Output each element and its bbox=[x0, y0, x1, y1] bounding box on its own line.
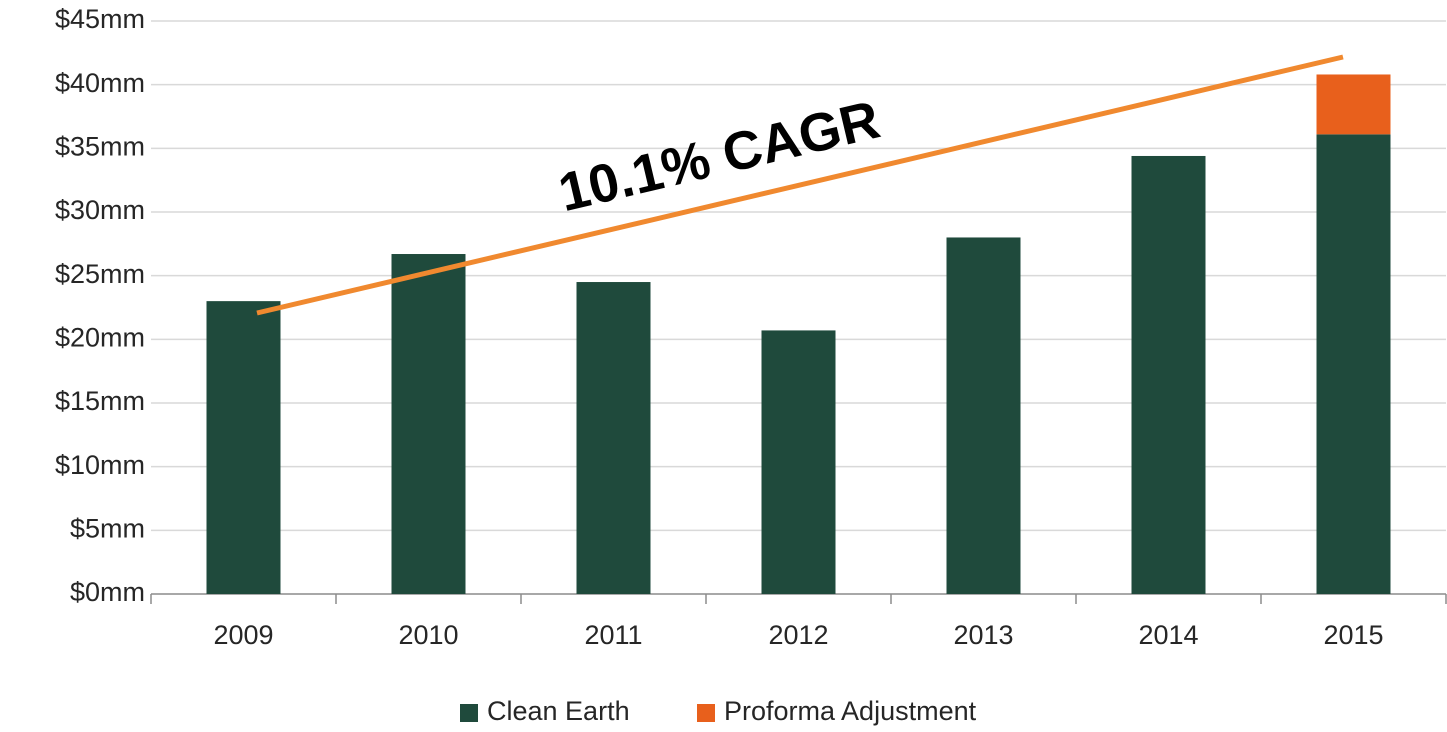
bar bbox=[1131, 155, 1206, 594]
x-tick-label: 2012 bbox=[768, 620, 828, 650]
bar bbox=[1316, 74, 1391, 135]
x-tick-label: 2011 bbox=[584, 620, 642, 650]
x-tick-label: 2010 bbox=[398, 620, 458, 650]
bar bbox=[761, 330, 836, 594]
x-tick-label: 2015 bbox=[1323, 620, 1383, 650]
y-tick-label: $40mm bbox=[55, 68, 145, 98]
y-tick-label: $0mm bbox=[70, 577, 145, 607]
legend-label: Proforma Adjustment bbox=[724, 696, 977, 726]
bar bbox=[1316, 134, 1391, 594]
bar bbox=[576, 282, 651, 594]
y-tick-label: $10mm bbox=[55, 450, 145, 480]
x-tick-label: 2013 bbox=[953, 620, 1013, 650]
bar bbox=[391, 254, 466, 594]
bar bbox=[946, 237, 1021, 594]
y-tick-label: $20mm bbox=[55, 322, 145, 352]
legend-swatch bbox=[697, 704, 715, 722]
x-tick-label: 2014 bbox=[1138, 620, 1198, 650]
trend-line bbox=[256, 54, 1344, 316]
y-tick-label: $25mm bbox=[55, 259, 145, 289]
y-tick-label: $35mm bbox=[55, 131, 145, 161]
y-tick-label: $5mm bbox=[70, 513, 145, 543]
legend-label: Clean Earth bbox=[487, 696, 630, 726]
y-tick-label: $15mm bbox=[55, 386, 145, 416]
x-tick-label: 2009 bbox=[213, 620, 273, 650]
y-tick-label: $30mm bbox=[55, 195, 145, 225]
y-tick-label: $45mm bbox=[55, 4, 145, 34]
legend-swatch bbox=[460, 704, 478, 722]
bar bbox=[206, 301, 281, 594]
